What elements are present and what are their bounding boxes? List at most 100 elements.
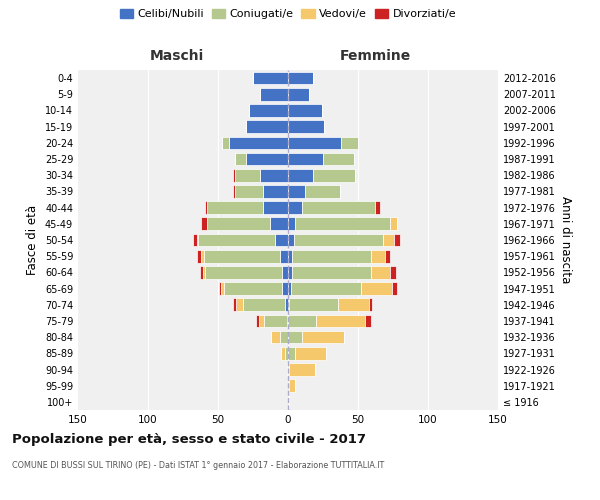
Bar bbox=[243, 298, 285, 311]
Bar bbox=[205, 202, 207, 214]
Bar bbox=[200, 266, 203, 278]
Bar bbox=[390, 218, 397, 230]
Y-axis label: Fasce di età: Fasce di età bbox=[26, 205, 39, 275]
Bar bbox=[288, 185, 305, 198]
Bar bbox=[285, 347, 288, 360]
Bar bbox=[280, 331, 288, 344]
Bar bbox=[288, 396, 289, 408]
Bar bbox=[288, 88, 309, 101]
Bar bbox=[288, 331, 302, 344]
Bar bbox=[283, 266, 288, 278]
Bar bbox=[259, 314, 264, 328]
Bar bbox=[392, 282, 397, 295]
Bar bbox=[246, 120, 288, 133]
Bar bbox=[288, 282, 291, 295]
Bar bbox=[292, 250, 371, 262]
Bar bbox=[264, 314, 287, 328]
Bar bbox=[287, 314, 288, 328]
Bar bbox=[204, 250, 280, 262]
Legend: Celibi/Nubili, Coniugati/e, Vedovi/e, Divorziati/e: Celibi/Nubili, Coniugati/e, Vedovi/e, Di… bbox=[115, 4, 461, 24]
Bar bbox=[281, 347, 285, 360]
Bar bbox=[263, 185, 288, 198]
Bar bbox=[316, 314, 365, 328]
Bar bbox=[288, 314, 316, 328]
Bar bbox=[295, 218, 390, 230]
Bar bbox=[302, 202, 375, 214]
Bar bbox=[288, 104, 322, 117]
Bar bbox=[280, 250, 288, 262]
Bar bbox=[236, 298, 243, 311]
Bar bbox=[285, 298, 288, 311]
Bar bbox=[288, 202, 302, 214]
Text: COMUNE DI BUSSI SUL TIRINO (PE) - Dati ISTAT 1° gennaio 2017 - Elaborazione TUTT: COMUNE DI BUSSI SUL TIRINO (PE) - Dati I… bbox=[12, 460, 384, 469]
Bar bbox=[289, 298, 338, 311]
Y-axis label: Anni di nascita: Anni di nascita bbox=[559, 196, 572, 284]
Bar bbox=[288, 250, 292, 262]
Bar bbox=[256, 314, 259, 328]
Bar bbox=[271, 331, 280, 344]
Bar bbox=[249, 104, 288, 117]
Bar bbox=[305, 185, 340, 198]
Bar bbox=[275, 234, 288, 246]
Bar bbox=[365, 314, 371, 328]
Bar bbox=[394, 234, 400, 246]
Bar bbox=[235, 152, 246, 166]
Bar bbox=[371, 266, 390, 278]
Bar bbox=[288, 218, 295, 230]
Bar bbox=[291, 282, 361, 295]
Bar bbox=[197, 250, 201, 262]
Bar bbox=[323, 152, 354, 166]
Bar bbox=[371, 250, 385, 262]
Bar bbox=[390, 266, 396, 278]
Bar bbox=[235, 185, 263, 198]
Bar bbox=[197, 234, 199, 246]
Bar bbox=[288, 266, 292, 278]
Bar bbox=[288, 298, 289, 311]
Bar bbox=[270, 218, 288, 230]
Bar bbox=[288, 152, 323, 166]
Bar bbox=[233, 169, 235, 181]
Text: Popolazione per età, sesso e stato civile - 2017: Popolazione per età, sesso e stato civil… bbox=[12, 432, 366, 446]
Bar bbox=[288, 136, 341, 149]
Bar bbox=[220, 282, 221, 295]
Bar bbox=[341, 136, 358, 149]
Bar bbox=[207, 202, 263, 214]
Bar bbox=[288, 363, 289, 376]
Bar bbox=[229, 136, 288, 149]
Bar bbox=[288, 380, 289, 392]
Bar bbox=[288, 120, 325, 133]
Bar bbox=[193, 234, 197, 246]
Bar bbox=[222, 136, 229, 149]
Bar bbox=[235, 169, 260, 181]
Bar bbox=[233, 298, 236, 311]
Bar bbox=[201, 218, 207, 230]
Bar bbox=[207, 218, 270, 230]
Bar bbox=[203, 266, 205, 278]
Bar bbox=[313, 169, 355, 181]
Bar bbox=[260, 169, 288, 181]
Bar bbox=[289, 380, 295, 392]
Bar bbox=[338, 298, 369, 311]
Bar bbox=[263, 202, 288, 214]
Bar bbox=[385, 250, 390, 262]
Bar bbox=[375, 202, 380, 214]
Bar bbox=[292, 266, 371, 278]
Bar bbox=[260, 88, 288, 101]
Bar bbox=[233, 185, 235, 198]
Bar bbox=[246, 152, 288, 166]
Bar bbox=[288, 347, 295, 360]
Bar bbox=[383, 234, 394, 246]
Bar bbox=[224, 282, 283, 295]
Bar bbox=[288, 234, 293, 246]
Bar bbox=[253, 72, 288, 85]
Bar bbox=[295, 347, 326, 360]
Bar bbox=[369, 298, 372, 311]
Bar bbox=[293, 234, 383, 246]
Text: Femmine: Femmine bbox=[340, 48, 410, 62]
Bar bbox=[221, 282, 224, 295]
Text: Maschi: Maschi bbox=[150, 48, 204, 62]
Bar bbox=[283, 282, 288, 295]
Bar bbox=[361, 282, 392, 295]
Bar bbox=[288, 72, 313, 85]
Bar bbox=[289, 363, 314, 376]
